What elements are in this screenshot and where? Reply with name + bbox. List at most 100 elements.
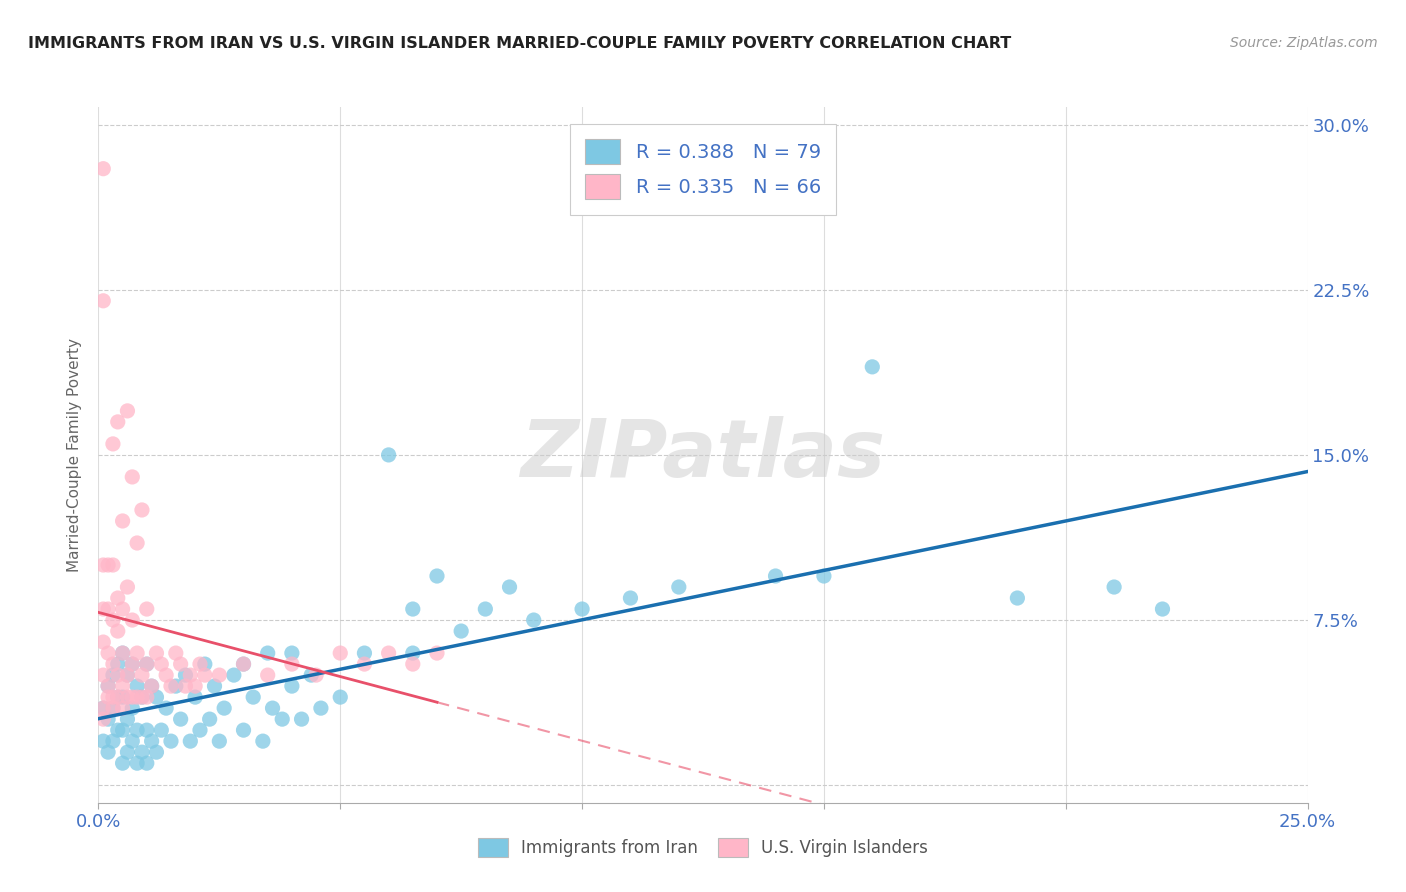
Point: [1152, 602, 1174, 616]
Point: [165, 646, 187, 660]
Point: [571, 602, 593, 616]
Point: [91, 293, 114, 308]
Point: [188, 723, 211, 738]
Point: [860, 359, 883, 374]
Point: [131, 745, 153, 759]
Point: [299, 668, 322, 682]
Point: [281, 657, 304, 671]
Point: [117, 580, 139, 594]
Point: [121, 657, 143, 671]
Point: [131, 690, 153, 705]
Point: [101, 558, 124, 572]
Point: [194, 668, 217, 682]
Point: [252, 734, 274, 748]
Point: [117, 745, 139, 759]
Point: [135, 690, 157, 705]
Point: [150, 723, 173, 738]
Point: [668, 580, 690, 594]
Point: [111, 756, 134, 771]
Point: [97, 602, 120, 616]
Point: [1007, 591, 1029, 605]
Point: [135, 723, 157, 738]
Point: [127, 646, 149, 660]
Point: [111, 701, 134, 715]
Point: [222, 668, 245, 682]
Point: [160, 679, 183, 693]
Point: [117, 668, 139, 682]
Point: [281, 679, 304, 693]
Point: [184, 679, 207, 693]
Point: [91, 701, 114, 715]
Point: [1102, 580, 1125, 594]
Point: [305, 668, 328, 682]
Point: [111, 646, 134, 660]
Point: [107, 415, 129, 429]
Point: [127, 536, 149, 550]
Point: [402, 646, 425, 660]
Point: [111, 723, 134, 738]
Point: [111, 679, 134, 693]
Point: [91, 668, 114, 682]
Point: [97, 558, 120, 572]
Point: [121, 657, 143, 671]
Point: [97, 646, 120, 660]
Point: [184, 690, 207, 705]
Point: [111, 602, 134, 616]
Point: [426, 569, 449, 583]
Point: [204, 679, 226, 693]
Point: [97, 690, 120, 705]
Point: [165, 679, 187, 693]
Text: IMMIGRANTS FROM IRAN VS U.S. VIRGIN ISLANDER MARRIED-COUPLE FAMILY POVERTY CORRE: IMMIGRANTS FROM IRAN VS U.S. VIRGIN ISLA…: [28, 36, 1011, 51]
Point: [155, 668, 177, 682]
Point: [107, 690, 129, 705]
Point: [141, 679, 163, 693]
Point: [121, 470, 143, 484]
Point: [101, 701, 124, 715]
Point: [107, 668, 129, 682]
Point: [117, 404, 139, 418]
Point: [91, 712, 114, 726]
Point: [107, 723, 129, 738]
Point: [212, 701, 235, 715]
Point: [377, 448, 399, 462]
Point: [619, 591, 641, 605]
Point: [145, 690, 167, 705]
Point: [208, 668, 231, 682]
Point: [101, 701, 124, 715]
Point: [179, 668, 201, 682]
Point: [127, 690, 149, 705]
Point: [121, 613, 143, 627]
Point: [353, 646, 375, 660]
Point: [242, 690, 264, 705]
Point: [97, 712, 120, 726]
Point: [97, 679, 120, 693]
Point: [101, 668, 124, 682]
Point: [262, 701, 284, 715]
Point: [135, 756, 157, 771]
Point: [188, 657, 211, 671]
Point: [91, 161, 114, 176]
Point: [813, 569, 835, 583]
Point: [194, 657, 217, 671]
Point: [145, 646, 167, 660]
Point: [155, 701, 177, 715]
Point: [498, 580, 520, 594]
Point: [141, 679, 163, 693]
Point: [121, 734, 143, 748]
Legend: Immigrants from Iran, U.S. Virgin Islanders: Immigrants from Iran, U.S. Virgin Island…: [471, 831, 935, 864]
Point: [377, 646, 399, 660]
Point: [121, 701, 143, 715]
Text: Source: ZipAtlas.com: Source: ZipAtlas.com: [1230, 36, 1378, 50]
Point: [450, 624, 472, 638]
Point: [160, 734, 183, 748]
Point: [127, 723, 149, 738]
Point: [281, 646, 304, 660]
Point: [107, 624, 129, 638]
Point: [101, 734, 124, 748]
Point: [135, 602, 157, 616]
Point: [97, 679, 120, 693]
Point: [232, 657, 254, 671]
Point: [174, 679, 197, 693]
Point: [101, 437, 124, 451]
Point: [474, 602, 496, 616]
